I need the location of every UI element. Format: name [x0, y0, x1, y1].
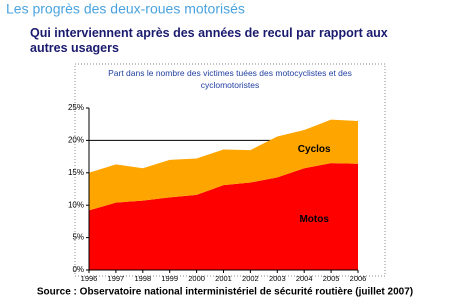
x-tick-label: 1996 — [81, 274, 98, 283]
series-label: Cyclos — [298, 144, 331, 155]
area — [89, 163, 358, 270]
y-tick-label: 15% — [68, 168, 84, 177]
y-tick-label: 20% — [68, 136, 84, 145]
subtitle-box: Qui interviennent après des années de re… — [30, 26, 388, 55]
x-tick-label: 1999 — [161, 274, 178, 283]
subtitle: Qui interviennent après des années de re… — [30, 26, 388, 55]
series-label: Motos — [299, 214, 329, 225]
x-tick-label: 2002 — [242, 274, 259, 283]
y-tick-label: 10% — [68, 200, 84, 209]
x-tick-label: 2004 — [296, 274, 313, 283]
x-tick-label: 2006 — [350, 274, 367, 283]
x-tick-label: 2001 — [215, 274, 232, 283]
y-tick-label: 0% — [72, 265, 84, 274]
y-tick-label: 5% — [72, 233, 84, 242]
slide-title: Les progrès des deux-roues motorisés — [6, 1, 245, 17]
chart-title-box: Part dans le nombre des victimes tuées d… — [108, 68, 352, 90]
source: Source : Observatoire national intermini… — [37, 287, 413, 298]
chart-title: Part dans le nombre des victimes tuées d… — [108, 68, 352, 90]
x-tick-label: 2000 — [188, 274, 205, 283]
x-tick-label: 1998 — [134, 274, 151, 283]
x-tick-label: 2003 — [269, 274, 286, 283]
x-tick-label: 1997 — [108, 274, 125, 283]
y-tick-label: 25% — [68, 103, 84, 112]
x-tick-label: 2005 — [323, 274, 340, 283]
area — [89, 119, 358, 211]
